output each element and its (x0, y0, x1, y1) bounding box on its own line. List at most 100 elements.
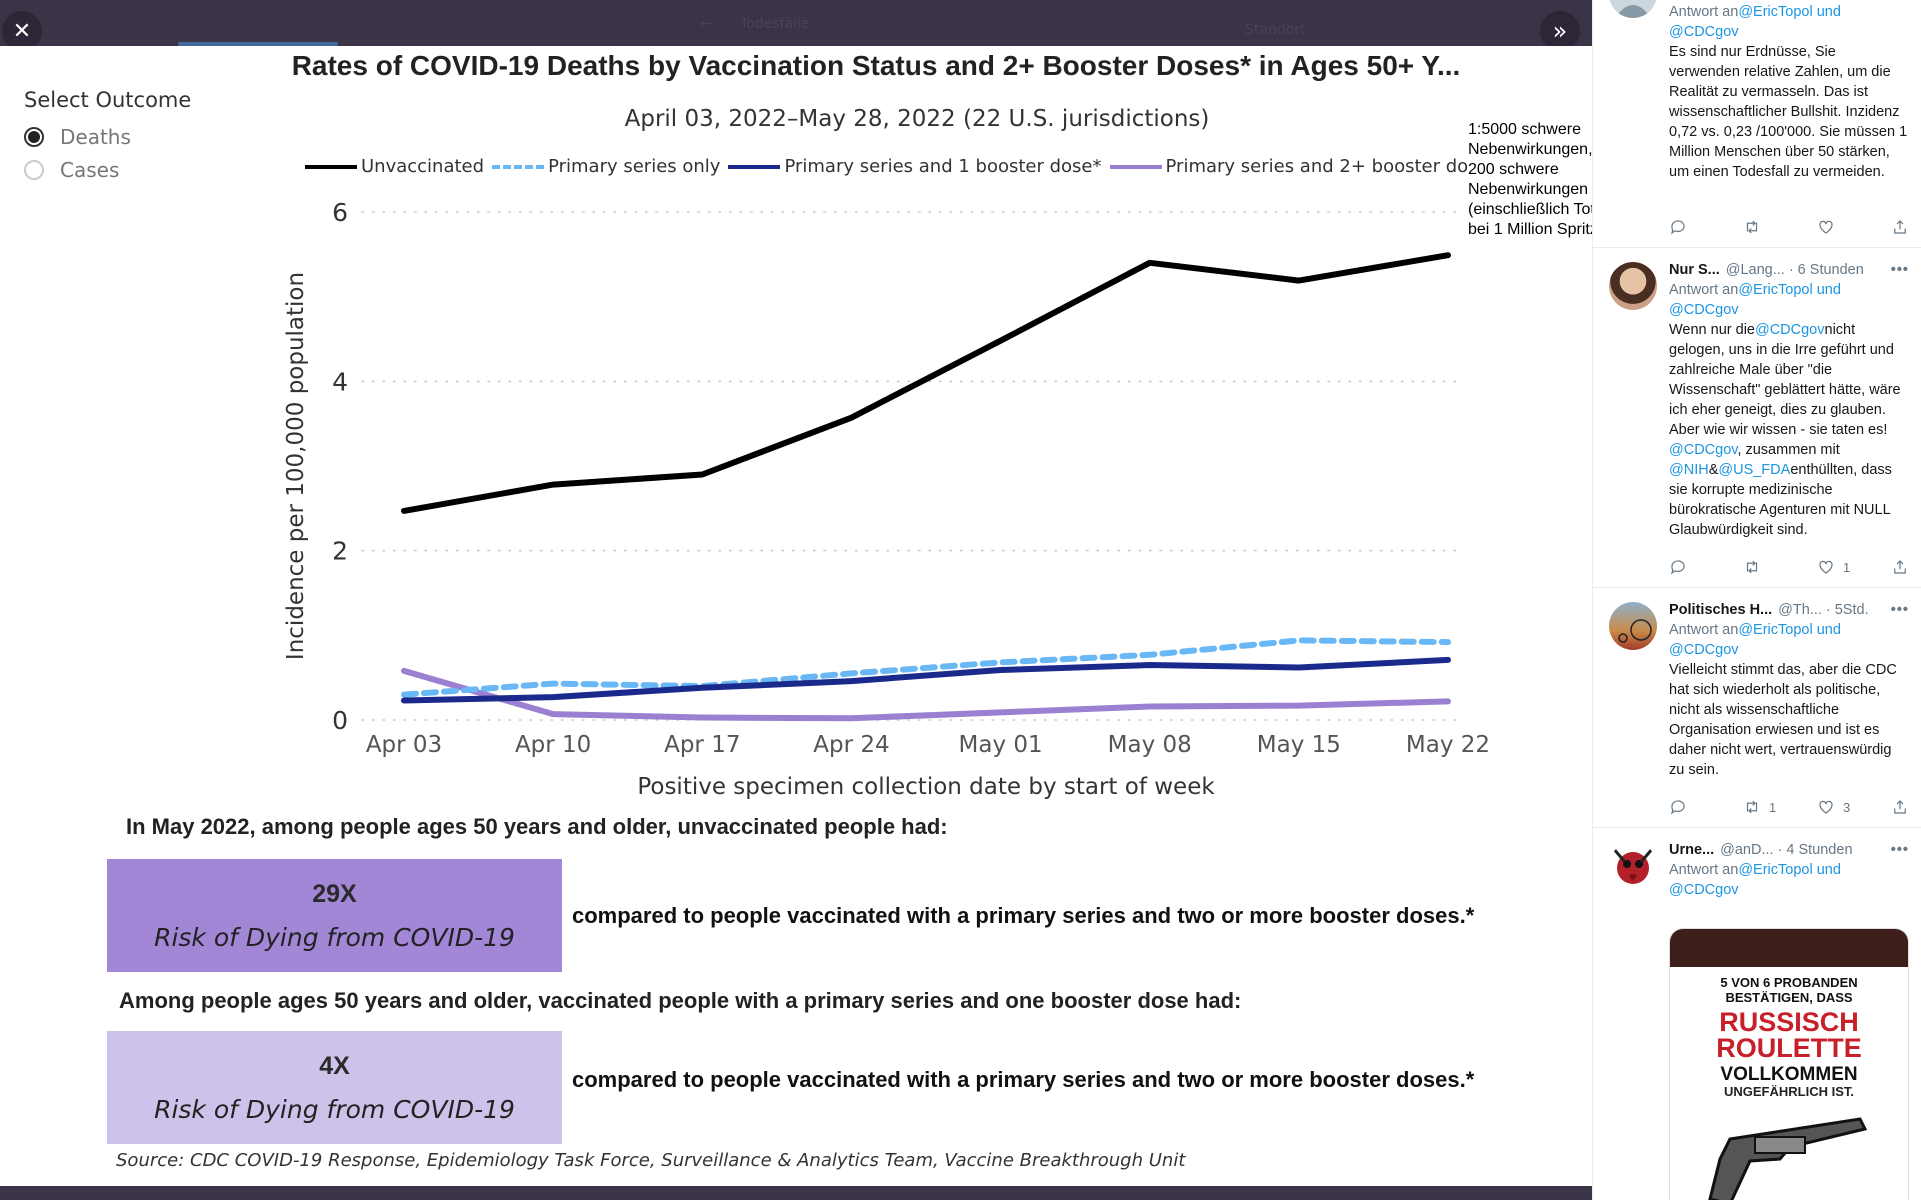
legend-item-primary-only: Primary series only (492, 156, 720, 177)
more-options-icon[interactable]: ••• (1890, 842, 1909, 858)
user-avatar[interactable] (1609, 602, 1657, 650)
mention-link[interactable]: @NIH (1669, 462, 1709, 478)
heart-icon (1819, 800, 1833, 814)
share-icon (1894, 800, 1906, 814)
more-options-icon[interactable]: ••• (1890, 602, 1909, 618)
reply-context: Antwort an@EricTopol und @CDCgov (1669, 2, 1909, 42)
mention-link[interactable]: @CDCgov (1669, 442, 1738, 458)
reply-prefix: Antwort an (1669, 282, 1739, 298)
mention-link[interactable]: @CDCgov (1669, 642, 1739, 658)
display-name[interactable]: Politisches H... (1669, 602, 1773, 618)
mention-link[interactable]: @EricTopol und (1738, 4, 1841, 20)
retweet-button[interactable]: 1 (1743, 798, 1803, 816)
user-handle[interactable]: @Lang... (1725, 262, 1785, 278)
close-button[interactable]: ✕ (2, 11, 42, 51)
user-handle[interactable]: @Th... (1778, 602, 1822, 618)
y-axis-title: Incidence per 100,000 population (283, 272, 309, 660)
tweet-time[interactable]: · 4 Stunden (1777, 842, 1853, 858)
chart-image: Select Outcome Deaths Cases Rates of COV… (0, 46, 1626, 1186)
double-chevron-right-icon: » (1552, 17, 1568, 45)
image-header-bar (1670, 929, 1908, 967)
share-button[interactable] (1891, 798, 1909, 816)
mention-link[interactable]: @CDCgov (1669, 24, 1739, 40)
user-handle[interactable]: @anD... (1720, 842, 1774, 858)
location-hint: Standort (1245, 22, 1306, 38)
share-button[interactable] (1891, 218, 1909, 236)
retweet-icon (1746, 220, 1758, 234)
mention-link[interactable]: @EricTopol und (1738, 862, 1841, 878)
mention-link[interactable]: @CDCgov (1669, 882, 1739, 898)
replies-panel[interactable]: Antwort an@EricTopol und @CDCgov Es sind… (1592, 0, 1921, 1200)
default-avatar[interactable] (1609, 0, 1657, 18)
reply-icon (1671, 800, 1685, 815)
tweet-time[interactable]: · 6 Stunden (1788, 262, 1864, 278)
reply-button[interactable] (1669, 798, 1729, 816)
stat-label: Risk of Dying from COVID-19 (154, 922, 515, 952)
mention-link[interactable]: @EricTopol und (1738, 622, 1841, 638)
annotation-line: Nebenwirkungen (1468, 181, 1589, 198)
source-note: Source: CDC COVID-19 Response, Epidemiol… (116, 1150, 1186, 1171)
like-count: 1 (1843, 559, 1851, 575)
share-icon (1894, 220, 1906, 234)
more-options-icon[interactable]: ••• (1890, 262, 1909, 278)
mention-link[interactable]: @US_FDA (1718, 462, 1791, 478)
mention-link[interactable]: @CDCgov (1669, 302, 1739, 318)
like-button[interactable] (1817, 218, 1877, 236)
y-tick-label: 4 (332, 367, 348, 396)
chart-legend: Unvaccinated Primary series only Primary… (305, 156, 1493, 177)
retweet-button[interactable] (1743, 558, 1803, 576)
tweet[interactable]: Antwort an@EricTopol und @CDCgov Es sind… (1593, 0, 1921, 248)
x-tick-label: May 15 (1257, 732, 1341, 758)
heart-icon (1819, 560, 1833, 574)
image-text-2: BESTÄTIGEN, DASS (1725, 990, 1853, 1005)
tweet-body: Politisches H... @Th... · 5Std. ••• Antw… (1669, 600, 1909, 780)
outcome-selector: Select Outcome Deaths Cases (24, 88, 191, 186)
user-avatar[interactable] (1609, 842, 1657, 890)
tweet[interactable]: Urne... @anD... · 4 Stunden ••• Antwort … (1593, 828, 1921, 1200)
annotation-line: bei 1 Million Spritzen. (1468, 221, 1621, 238)
display-name[interactable]: Urne... (1669, 842, 1715, 858)
x-tick-label: May 08 (1108, 732, 1192, 758)
tweet-time[interactable]: · 5Std. (1825, 602, 1869, 618)
image-text-line: 5 VON 6 PROBANDEN BESTÄTIGEN, DASS (1670, 975, 1908, 1005)
stat-compare-2: compared to people vaccinated with a pri… (572, 1067, 1475, 1092)
radio-deaths[interactable]: Deaths (24, 120, 191, 153)
radio-checked-icon[interactable] (24, 126, 44, 147)
y-tick-label: 6 (332, 198, 348, 227)
tweet-image[interactable]: 5 VON 6 PROBANDEN BESTÄTIGEN, DASS RUSSIS… (1669, 928, 1909, 1200)
reply-icon (1671, 560, 1685, 575)
stat-heading-1: In May 2022, among people ages 50 years … (126, 814, 948, 839)
y-tick-label: 0 (332, 706, 348, 735)
retweet-button[interactable] (1743, 218, 1803, 236)
user-avatar[interactable] (1609, 262, 1657, 310)
radio-unchecked-icon[interactable] (24, 159, 44, 180)
image-red-1: RUSSISCH (1719, 1007, 1859, 1037)
stat-box-29x: 29X Risk of Dying from COVID-19 (107, 859, 562, 972)
reply-button[interactable] (1669, 218, 1729, 236)
annotation-line: 200 schwere (1468, 161, 1559, 178)
stat-multiplier: 4X (319, 1051, 350, 1080)
x-tick-label: Apr 24 (813, 732, 889, 758)
like-button[interactable]: 1 (1817, 558, 1877, 576)
tweet-actions: 1 3 (1669, 798, 1909, 816)
text-part: nicht gelogen, uns in die Irre geführt u… (1669, 322, 1901, 438)
tweet[interactable]: Politisches H... @Th... · 5Std. ••• Antw… (1593, 588, 1921, 828)
reply-button[interactable] (1669, 558, 1729, 576)
mention-link[interactable]: @CDCgov (1754, 322, 1825, 338)
stat-compare-1: compared to people vaccinated with a pri… (572, 903, 1475, 928)
image-text-1: 5 VON 6 PROBANDEN (1720, 975, 1858, 990)
display-name[interactable]: Nur S... (1669, 262, 1720, 278)
text-part: Wenn nur die (1669, 322, 1755, 338)
text-part: & (1708, 462, 1719, 478)
mention-link[interactable]: @EricTopol und (1738, 282, 1841, 298)
expand-panel-button[interactable]: » (1540, 11, 1580, 51)
radio-cases[interactable]: Cases (24, 153, 191, 186)
image-big-text: VOLLKOMMEN (1720, 1064, 1858, 1085)
like-button[interactable]: 3 (1817, 798, 1877, 816)
x-tick-label: Apr 03 (366, 732, 442, 758)
tweet[interactable]: Nur S... @Lang... · 6 Stunden ••• Antwor… (1593, 248, 1921, 588)
text-part: , zusammen mit (1737, 442, 1840, 458)
annotation-line: (einschließlich Toter) (1468, 201, 1615, 218)
share-button[interactable] (1891, 558, 1909, 576)
stat-label: Risk of Dying from COVID-19 (154, 1094, 515, 1124)
